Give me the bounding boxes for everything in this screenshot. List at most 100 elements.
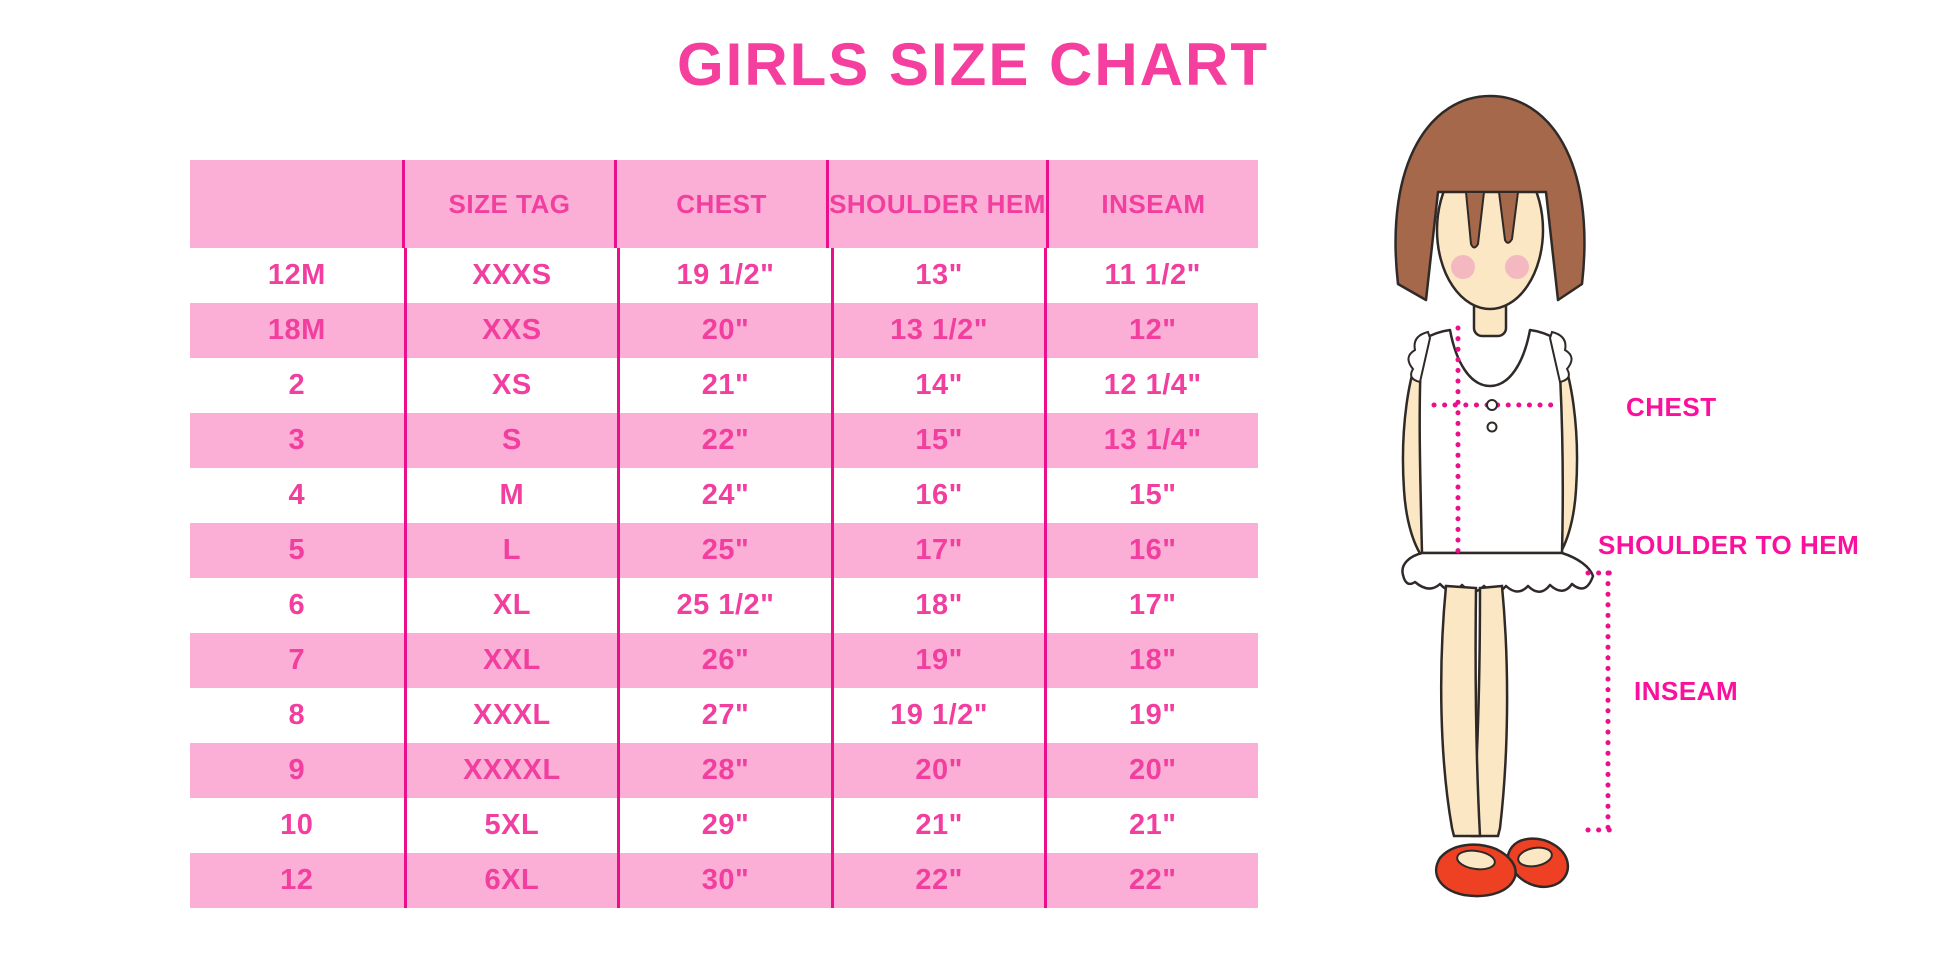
size-cell: 8 bbox=[288, 699, 306, 731]
shoulder_hem-cell: 13 1/2" bbox=[830, 303, 1045, 358]
chest-cell: 27" bbox=[617, 688, 831, 743]
table-row-10: 10 5XL 29" 21" 21" bbox=[190, 798, 1258, 853]
inseam-cell: 21" bbox=[1044, 798, 1258, 853]
shoulder_hem-cell: 14" bbox=[830, 358, 1045, 413]
shoe-opening-right bbox=[1517, 846, 1553, 868]
table-row-7: 7 XXL 26" 19" 18" bbox=[190, 633, 1258, 688]
size_tag-cell: XXXXL bbox=[403, 743, 618, 798]
table-row-12M: 12M XXXS 19 1/2" 13" 11 1/2" bbox=[190, 248, 1258, 303]
girl-leg-right bbox=[1470, 584, 1509, 838]
shoulder_hem-cell: 15" bbox=[830, 413, 1045, 468]
header-cell-inseam: INSEAM bbox=[1045, 160, 1258, 248]
girl-top-bodice bbox=[1418, 328, 1565, 555]
inseam-cell: 11 1/2" bbox=[1044, 248, 1258, 303]
blush-left bbox=[1451, 255, 1475, 279]
size-cell: 4 bbox=[288, 479, 306, 511]
table-row-6: 6 XL 25 1/2" 18" 17" bbox=[190, 578, 1258, 633]
header-cell-shoulder_hem: SHOULDER HEM bbox=[826, 160, 1046, 248]
chest-cell: 19 1/2" bbox=[617, 248, 831, 303]
size_tag-cell: M bbox=[403, 468, 618, 523]
size-cell: 6 bbox=[288, 589, 306, 621]
top-button-2 bbox=[1486, 421, 1498, 433]
header-cell-chest: CHEST bbox=[614, 160, 826, 248]
girl-shoe-left bbox=[1434, 843, 1517, 898]
inseam-cell: 17" bbox=[1044, 578, 1258, 633]
chest-cell: 26" bbox=[617, 633, 831, 688]
table-row-2: 2 XS 21" 14" 12 1/4" bbox=[190, 358, 1258, 413]
table-row-9: 9 XXXXL 28" 20" 20" bbox=[190, 743, 1258, 798]
shoulder_hem-cell: 18" bbox=[830, 578, 1045, 633]
page-title: GIRLS SIZE CHART bbox=[676, 31, 1269, 98]
inseam-cell: 19" bbox=[1044, 688, 1258, 743]
inseam-cell: 15" bbox=[1044, 468, 1258, 523]
chest-cell: 28" bbox=[617, 743, 831, 798]
hair-bang-left bbox=[1464, 191, 1486, 249]
girl-hair bbox=[1394, 94, 1586, 302]
blush-right bbox=[1505, 255, 1529, 279]
size_tag-cell: 6XL bbox=[403, 853, 618, 908]
size_tag-cell: XXXL bbox=[403, 688, 618, 743]
size-cell: 12M bbox=[267, 259, 326, 291]
size-cell: 3 bbox=[288, 424, 306, 456]
chest-cell: 25 1/2" bbox=[617, 578, 831, 633]
inseam-cell: 12" bbox=[1044, 303, 1258, 358]
size_tag-cell: L bbox=[403, 523, 618, 578]
size_tag-cell: 5XL bbox=[403, 798, 618, 853]
girl-figure-illustration bbox=[1394, 94, 1621, 898]
size_tag-cell: XXS bbox=[403, 303, 618, 358]
table-row-3: 3 S 22" 15" 13 1/4" bbox=[190, 413, 1258, 468]
chest-cell: 20" bbox=[617, 303, 831, 358]
size_tag-cell: XS bbox=[403, 358, 618, 413]
shoulder_hem-cell: 13" bbox=[830, 248, 1045, 303]
inseam-cell: 18" bbox=[1044, 633, 1258, 688]
size_tag-cell: XXXS bbox=[403, 248, 618, 303]
table-row-header: SIZE TAG CHEST SHOULDER HEM INSEAM bbox=[190, 160, 1258, 248]
shoe-opening-left bbox=[1456, 849, 1496, 871]
table-row-12: 12 6XL 30" 22" 22" bbox=[190, 853, 1258, 908]
size-cell: 5 bbox=[288, 534, 306, 566]
size-cell: 7 bbox=[288, 644, 306, 676]
inseam-cell: 13 1/4" bbox=[1044, 413, 1258, 468]
table-row-4: 4 M 24" 16" 15" bbox=[190, 468, 1258, 523]
shoulder_hem-cell: 20" bbox=[830, 743, 1045, 798]
chest-label: CHEST bbox=[1626, 392, 1717, 422]
inseam-label: INSEAM bbox=[1634, 676, 1739, 706]
shoulder-ruffle-right bbox=[1548, 330, 1573, 384]
shoulder_hem-cell: 22" bbox=[830, 853, 1045, 908]
size-cell: 18M bbox=[267, 314, 326, 346]
chest-cell: 30" bbox=[617, 853, 831, 908]
chest-cell: 29" bbox=[617, 798, 831, 853]
shoulder_hem-cell: 17" bbox=[830, 523, 1045, 578]
chest-cell: 22" bbox=[617, 413, 831, 468]
size_tag-cell: S bbox=[403, 413, 618, 468]
table-row-8: 8 XXXL 27" 19 1/2" 19" bbox=[190, 688, 1258, 743]
size-cell: 10 bbox=[280, 809, 314, 841]
shoulder_hem-cell: 21" bbox=[830, 798, 1045, 853]
size-table: SIZE TAG CHEST SHOULDER HEM INSEAM 12M XXXS 19… bbox=[190, 160, 1258, 908]
size-cell: 2 bbox=[288, 369, 306, 401]
inseam-cell: 16" bbox=[1044, 523, 1258, 578]
inseam-cell: 22" bbox=[1044, 853, 1258, 908]
shoulder_hem-cell: 19" bbox=[830, 633, 1045, 688]
header-cell-size_tag: SIZE TAG bbox=[402, 160, 614, 248]
girl-leg-left bbox=[1439, 584, 1482, 838]
chest-cell: 24" bbox=[617, 468, 831, 523]
table-row-5: 5 L 25" 17" 16" bbox=[190, 523, 1258, 578]
chest-cell: 25" bbox=[617, 523, 831, 578]
chest-cell: 21" bbox=[617, 358, 831, 413]
inseam-cell: 20" bbox=[1044, 743, 1258, 798]
shoulder_hem-cell: 16" bbox=[830, 468, 1045, 523]
size_tag-cell: XXL bbox=[403, 633, 618, 688]
shoulder_hem-cell: 19 1/2" bbox=[830, 688, 1045, 743]
size_tag-cell: XL bbox=[403, 578, 618, 633]
top-button-1 bbox=[1486, 399, 1498, 411]
shoulder-ruffle-left bbox=[1407, 330, 1432, 384]
header-cell-size bbox=[190, 160, 402, 248]
size-cell: 12 bbox=[280, 864, 314, 896]
girl-skirt bbox=[1401, 551, 1595, 594]
hair-bang-right bbox=[1497, 191, 1520, 244]
table-row-18M: 18M XXS 20" 13 1/2" 12" bbox=[190, 303, 1258, 358]
size-cell: 9 bbox=[288, 754, 306, 786]
inseam-cell: 12 1/4" bbox=[1044, 358, 1258, 413]
